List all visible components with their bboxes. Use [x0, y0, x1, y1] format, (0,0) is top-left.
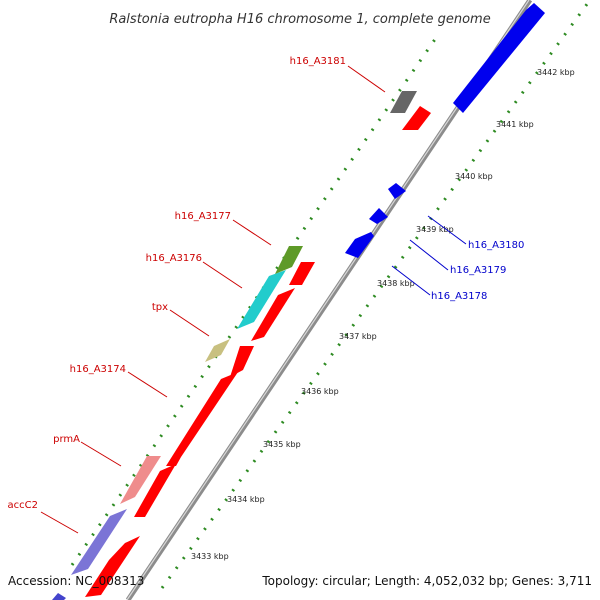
inner-dotted-ring [160, 0, 592, 589]
cds-arrow-partial [52, 593, 66, 600]
forward-gene-labels: accC2 prmA h16_A3174 tpx h16_A3176 h16_A… [8, 56, 386, 534]
gene-label[interactable]: h16_A3177 [175, 211, 231, 222]
cds-arrow[interactable] [345, 232, 374, 258]
forward-cds-track [85, 106, 431, 597]
gene-h16_A3181-block[interactable] [390, 91, 417, 113]
gene-h16_A3176-block[interactable] [237, 270, 286, 329]
cds-arrow[interactable] [230, 346, 254, 377]
scale-label: 3442 kbp [537, 68, 575, 77]
reverse-cds-track [345, 3, 545, 258]
gene-label[interactable]: h16_A3179 [450, 265, 506, 276]
reverse-gene-labels: h16_A3178 h16_A3179 h16_A3180 [391, 215, 524, 302]
gene-label[interactable]: tpx [152, 302, 168, 313]
leader-line [202, 261, 243, 289]
gene-label[interactable]: h16_A3174 [70, 364, 126, 375]
scale-label: 3433 kbp [191, 552, 229, 561]
gene-label[interactable]: h16_A3176 [146, 253, 202, 264]
leader-line [232, 219, 272, 246]
leader-line [391, 265, 431, 296]
cds-arrow[interactable] [453, 3, 545, 113]
leader-line [347, 65, 386, 93]
scale-label: 3440 kbp [455, 172, 493, 181]
leader-line [427, 215, 467, 245]
cds-arrow[interactable] [134, 464, 176, 517]
gene-label[interactable]: h16_A3178 [431, 291, 487, 302]
scale-label: 3434 kbp [227, 495, 265, 504]
cds-arrow[interactable] [289, 262, 315, 285]
topology-text: Topology: circular; Length: 4,052,032 bp… [262, 574, 592, 588]
gene-label[interactable]: prmA [53, 434, 80, 445]
cds-arrow[interactable] [402, 106, 431, 130]
accession-text: Accession: NC_008313 [8, 574, 145, 588]
scale-label: 3436 kbp [301, 387, 339, 396]
gene-label[interactable]: accC2 [8, 500, 38, 511]
leader-line [80, 441, 122, 467]
leader-line [127, 371, 168, 398]
gene-tpx-block[interactable] [205, 339, 230, 362]
scale-label: 3435 kbp [263, 440, 301, 449]
cds-arrow[interactable] [166, 372, 238, 466]
gene-h16_A3177-block[interactable] [275, 246, 303, 274]
scale-label: 3437 kbp [339, 332, 377, 341]
leader-line [409, 239, 449, 271]
map-title: Ralstonia eutropha H16 chromosome 1, com… [109, 12, 490, 27]
gene-label[interactable]: h16_A3181 [290, 56, 346, 67]
cds-arrow[interactable] [369, 208, 388, 224]
cds-arrow[interactable] [251, 288, 295, 341]
gene-accC2-block[interactable] [71, 509, 127, 575]
gene-prmA-block[interactable] [120, 456, 161, 504]
scale-label: 3439 kbp [416, 225, 454, 234]
forward-features [71, 91, 417, 575]
scale-labels: 3433 kbp 3434 kbp 3435 kbp 3436 kbp 3437… [191, 68, 575, 561]
leader-line [40, 511, 79, 534]
gene-label[interactable]: h16_A3180 [468, 240, 524, 251]
scale-label: 3441 kbp [496, 120, 534, 129]
cds-arrow[interactable] [388, 183, 406, 199]
scale-label: 3438 kbp [377, 279, 415, 288]
cds-arrow[interactable] [85, 536, 140, 597]
leader-line [169, 309, 210, 337]
